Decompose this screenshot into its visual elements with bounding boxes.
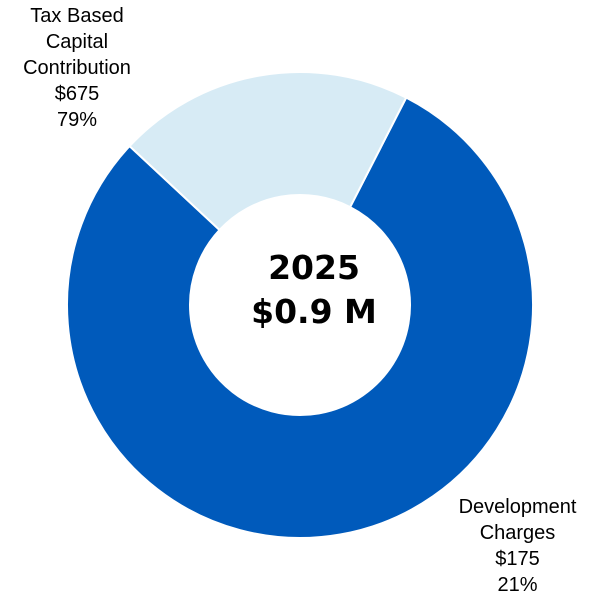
center-year: 2025 — [268, 248, 360, 287]
slice-label-tax-based-capital-contribution: Tax Based Capital Contribution $675 79% — [0, 3, 154, 133]
slice-label-line: Contribution — [23, 57, 131, 79]
center-total: $0.9 M — [251, 292, 377, 331]
slice-label-line: Development — [458, 496, 577, 518]
center-label: 2025 $0.9 M — [214, 246, 414, 334]
slice-label-line: Tax Based — [30, 5, 124, 27]
slice-percent: 21% — [497, 574, 538, 596]
slice-label-line: Charges — [479, 522, 556, 544]
slice-value: $675 — [54, 83, 100, 105]
donut-slice-development-charges — [128, 71, 408, 232]
slice-label-line: Capital — [45, 31, 109, 53]
slice-percent: 79% — [56, 109, 98, 131]
slice-value: $175 — [495, 548, 540, 570]
slice-label-development-charges: Development Charges $175 21% — [440, 494, 595, 598]
donut-slice-tax-based-capital-contribution — [66, 96, 534, 539]
